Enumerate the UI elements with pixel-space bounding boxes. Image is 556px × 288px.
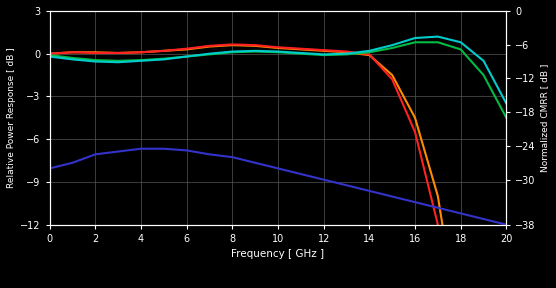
X-axis label: Frequency [ GHz ]: Frequency [ GHz ] xyxy=(231,249,325,259)
Y-axis label: Normalized CMRR [ dB ]: Normalized CMRR [ dB ] xyxy=(540,64,549,172)
Y-axis label: Relative Power Response [ dB ]: Relative Power Response [ dB ] xyxy=(7,48,16,188)
